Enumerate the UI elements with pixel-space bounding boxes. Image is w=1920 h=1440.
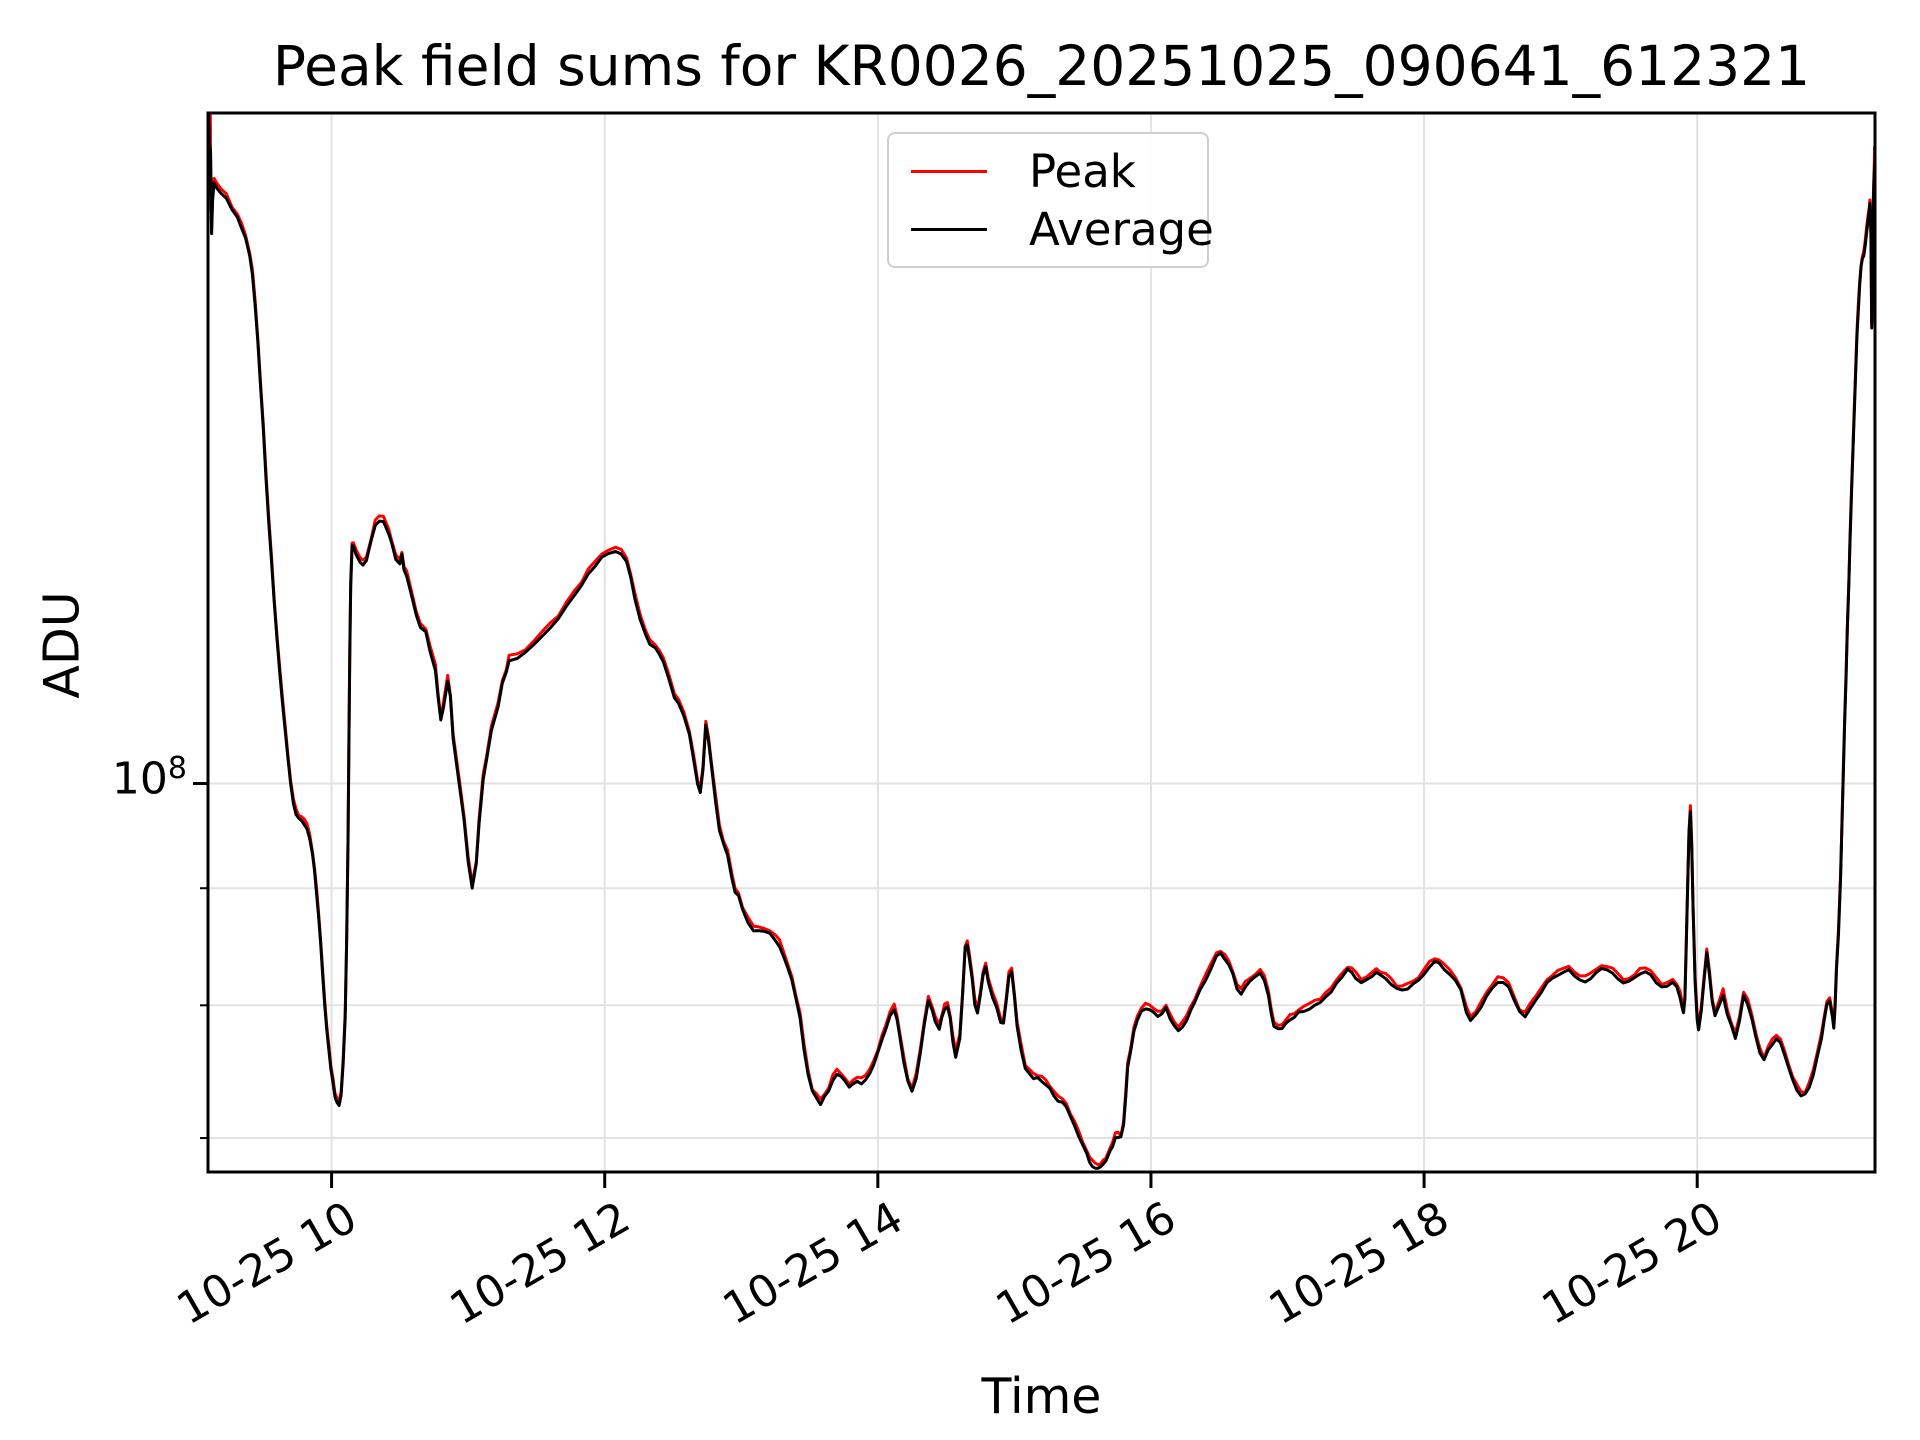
legend-label-average: Average [1029, 202, 1214, 256]
y-tick-exponent: 8 [167, 751, 187, 787]
chart-title: Peak field sums for KR0026_20251025_0906… [272, 34, 1811, 98]
y-tick-label-1e8: 108 [112, 751, 187, 805]
data-series-lines [208, 113, 1875, 1170]
x-axis-label: Time [981, 1368, 1102, 1425]
legend-box: Peak Average [887, 132, 1214, 268]
axis-tick-marks [193, 781, 1699, 1188]
legend-entry-peak: Peak [889, 142, 1207, 200]
grid-lines [208, 113, 1875, 1172]
y-tick-base: 10 [111, 754, 168, 806]
average-line-sample [911, 227, 987, 231]
average-line [208, 113, 1875, 1170]
legend-entry-average: Average [889, 200, 1214, 258]
legend-label-peak: Peak [1029, 144, 1136, 198]
y-axis-label: ADU [33, 591, 91, 699]
peak-line-sample [911, 169, 987, 173]
axes-frame [206, 111, 1877, 1174]
